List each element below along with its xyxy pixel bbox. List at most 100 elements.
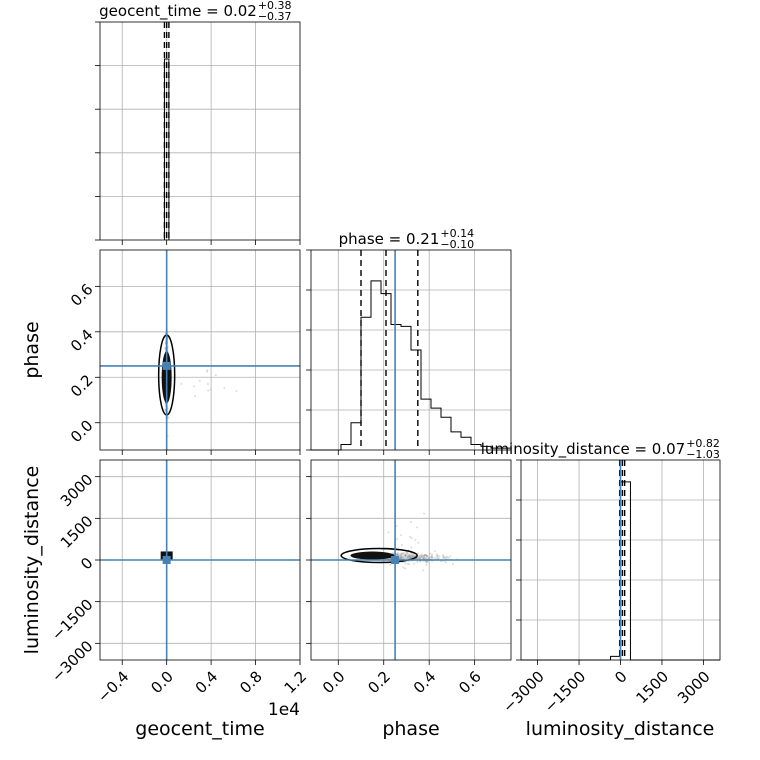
scatter-point bbox=[422, 557, 425, 560]
scatter-point bbox=[395, 553, 398, 556]
scatter-point bbox=[409, 556, 412, 559]
scatter-point bbox=[400, 556, 403, 559]
scatter-point bbox=[416, 561, 419, 564]
scatter-point bbox=[396, 553, 399, 556]
scatter-point bbox=[425, 555, 428, 558]
scatter-point bbox=[412, 553, 415, 556]
density-core bbox=[350, 551, 395, 560]
y-axis-label-phase: phase bbox=[21, 321, 43, 378]
y-tick-label: 0.2 bbox=[67, 371, 97, 401]
scatter-point bbox=[398, 553, 401, 556]
scatter-point bbox=[411, 555, 414, 558]
scatter-point bbox=[407, 554, 410, 557]
scatter-point bbox=[429, 556, 432, 559]
scatter-point bbox=[404, 556, 407, 559]
phase-histogram bbox=[311, 280, 512, 451]
scatter-point bbox=[410, 556, 413, 559]
scatter-point bbox=[395, 553, 398, 556]
scatter-point bbox=[449, 555, 452, 558]
scatter-point bbox=[423, 554, 426, 557]
scatter-point bbox=[410, 546, 413, 549]
scatter-point bbox=[409, 520, 412, 523]
scatter-point bbox=[404, 567, 407, 570]
panel-geocent_time-geocent_time bbox=[99, 21, 301, 241]
scatter-point bbox=[425, 560, 428, 563]
truth-marker bbox=[391, 556, 400, 564]
scatter-point bbox=[400, 555, 403, 558]
scatter-point bbox=[164, 408, 167, 411]
scatter-point bbox=[417, 541, 420, 544]
y-tick-label: 1500 bbox=[57, 512, 97, 552]
scatter-point bbox=[423, 554, 426, 557]
scatter-point bbox=[180, 382, 183, 385]
scatter-point bbox=[389, 563, 392, 566]
scatter-point bbox=[395, 524, 398, 527]
scatter-point bbox=[441, 554, 444, 557]
x-axis-label-phase: phase bbox=[382, 718, 439, 740]
scatter-point bbox=[442, 557, 445, 560]
x-tick-label: −1500 bbox=[541, 668, 590, 717]
y-tick-label: −3000 bbox=[48, 637, 97, 686]
scatter-point bbox=[418, 556, 421, 559]
scatter-point bbox=[206, 370, 209, 373]
scatter-point bbox=[400, 552, 403, 555]
scatter-point bbox=[430, 557, 433, 560]
scatter-point bbox=[412, 555, 415, 558]
scatter-point bbox=[406, 556, 409, 559]
scatter-point bbox=[193, 385, 196, 388]
scatter-point bbox=[404, 553, 407, 556]
y-axis-label-luminosity_distance: luminosity_distance bbox=[21, 466, 43, 655]
scatter-point bbox=[396, 553, 399, 556]
scatter-point bbox=[398, 555, 401, 558]
scatter-point bbox=[451, 563, 454, 566]
title-text: geocent_time = 0.02 bbox=[99, 2, 257, 21]
scatter-point bbox=[399, 557, 402, 560]
scatter-point bbox=[408, 554, 411, 557]
x-tick-label: 1.2 bbox=[281, 668, 311, 698]
scatter-point bbox=[396, 553, 399, 556]
scatter-point bbox=[438, 555, 441, 558]
scatter-point bbox=[415, 557, 418, 560]
scatter-point bbox=[406, 563, 409, 566]
scatter-point bbox=[407, 557, 410, 560]
scatter-point bbox=[406, 552, 409, 555]
scatter-point bbox=[404, 554, 407, 557]
scatter-point bbox=[410, 556, 413, 559]
scatter-point bbox=[400, 534, 403, 537]
y-tick-label: 3000 bbox=[57, 470, 97, 510]
scatter-point bbox=[423, 555, 426, 558]
scatter-point bbox=[442, 555, 445, 558]
x-tick-label: 1500 bbox=[632, 668, 672, 708]
scatter-point bbox=[424, 553, 427, 556]
luminosity_distance-title: luminosity_distance = 0.07 +0.82−1.03 bbox=[481, 437, 720, 461]
scatter-point bbox=[416, 526, 419, 529]
scatter-point bbox=[422, 556, 425, 559]
x-tick-label: 0.4 bbox=[410, 668, 440, 698]
scatter-point bbox=[446, 555, 449, 558]
scatter-point bbox=[198, 379, 201, 382]
scatter-point bbox=[410, 537, 413, 540]
scatter-point bbox=[405, 554, 408, 557]
scatter-point bbox=[413, 555, 416, 558]
scatter-point bbox=[421, 554, 424, 557]
scatter-point bbox=[403, 557, 406, 560]
scatter-point bbox=[164, 347, 167, 350]
scatter-point bbox=[399, 556, 402, 559]
scatter-point bbox=[404, 562, 407, 565]
scatter-point bbox=[437, 557, 440, 560]
scatter-point bbox=[400, 556, 403, 559]
scatter-point bbox=[409, 554, 412, 557]
scatter-point bbox=[434, 557, 437, 560]
x-tick-label: −3000 bbox=[499, 668, 548, 717]
scatter-point bbox=[408, 555, 411, 558]
scatter-point bbox=[425, 554, 428, 557]
scatter-point bbox=[425, 554, 428, 557]
scatter-point bbox=[399, 557, 402, 560]
scatter-point bbox=[418, 556, 421, 559]
scatter-point bbox=[214, 374, 217, 377]
scatter-point bbox=[411, 553, 414, 556]
scatter-point bbox=[423, 512, 426, 515]
scatter-point bbox=[442, 555, 445, 558]
scatter-point bbox=[425, 561, 428, 564]
